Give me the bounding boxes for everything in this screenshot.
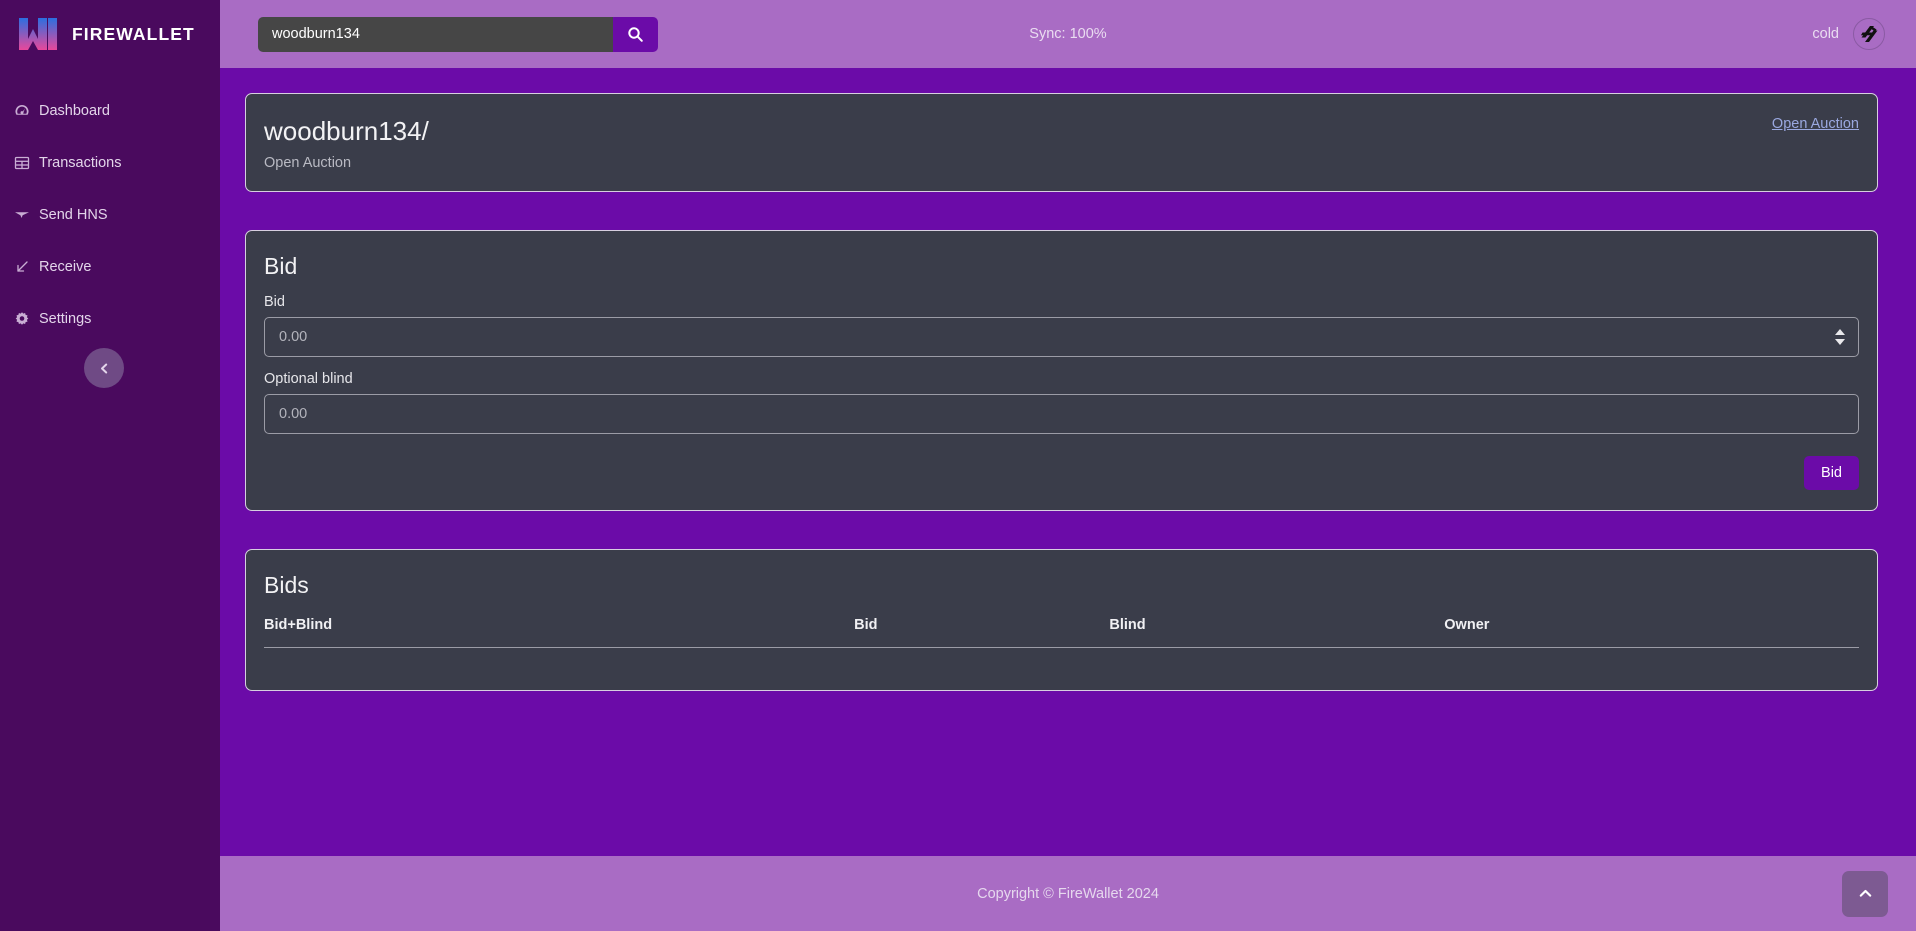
scroll-to-top-button[interactable]: [1842, 870, 1888, 917]
footer: Copyright © FireWallet 2024: [220, 856, 1916, 931]
domain-state: Open Auction: [264, 155, 352, 172]
bid-input[interactable]: [264, 317, 1859, 358]
gauge-icon: [13, 102, 30, 119]
bids-table-head: Bid+Blind Bid Blind Owner: [264, 613, 1859, 649]
sidebar-item-label: Send HNS: [39, 206, 108, 223]
chevron-left-icon: [98, 362, 111, 375]
blind-input[interactable]: [264, 394, 1859, 435]
spinner-up-icon[interactable]: [1835, 329, 1845, 336]
handshake-logo-icon: [1851, 17, 1886, 52]
column-bid-plus-blind: Bid+Blind: [264, 613, 855, 649]
wallet-name: cold: [1812, 26, 1839, 42]
search-icon: [627, 26, 644, 43]
search-input[interactable]: [258, 16, 613, 52]
w-logo-icon: [18, 17, 58, 51]
brand[interactable]: FIREWALLET: [0, 0, 220, 68]
sidebar-item-transactions[interactable]: Transactions: [0, 146, 220, 179]
content-column: Sync: 100% cold: [220, 0, 1916, 931]
open-auction-link[interactable]: Open Auction: [1771, 116, 1859, 132]
table-icon: [13, 154, 30, 171]
bid-field-wrap: [264, 317, 1859, 358]
blind-field-label: Optional blind: [264, 371, 353, 388]
paper-plane-icon: [13, 206, 30, 223]
bids-card-title: Bids: [264, 572, 309, 599]
bid-number-stepper[interactable]: [1833, 329, 1847, 346]
sidebar-item-label: Dashboard: [39, 102, 110, 119]
sidebar-item-send-hns[interactable]: Send HNS: [0, 198, 220, 231]
wallet-info[interactable]: cold: [1812, 17, 1886, 52]
bids-table-body: [264, 648, 1859, 670]
table-empty-row: [264, 648, 1859, 670]
brand-name: FIREWALLET: [72, 23, 195, 44]
sync-status: Sync: 100%: [1029, 26, 1107, 42]
gear-icon: [13, 310, 30, 327]
sidebar: FIREWALLET Dashboard: [0, 0, 220, 931]
bids-table-header-row: Bid+Blind Bid Blind Owner: [264, 613, 1859, 649]
bids-card: Bids Bid+Blind Bid Blind Owner: [245, 549, 1878, 691]
domain-card: woodburn134/ Open Auction Open Auction: [245, 93, 1878, 193]
search-bar: [258, 16, 658, 52]
domain-card-header: woodburn134/ Open Auction Open Auction: [264, 116, 1859, 171]
page-title: woodburn134/: [264, 116, 429, 146]
sidebar-item-label: Settings: [39, 310, 92, 327]
sidebar-item-receive[interactable]: Receive: [0, 250, 220, 283]
domain-info: woodburn134/ Open Auction: [264, 116, 429, 171]
bid-card: Bid Bid Optional blind Bid: [245, 230, 1878, 512]
bid-form-actions: Bid: [264, 456, 1859, 491]
chevron-up-icon: [1857, 885, 1874, 902]
sidebar-nav: Dashboard Transactions: [0, 94, 220, 335]
sidebar-item-label: Receive: [39, 258, 92, 275]
main-content: woodburn134/ Open Auction Open Auction B…: [220, 68, 1916, 856]
topbar: Sync: 100% cold: [220, 0, 1916, 68]
sidebar-item-settings[interactable]: Settings: [0, 302, 220, 335]
bid-field-label: Bid: [264, 294, 285, 311]
spinner-down-icon[interactable]: [1835, 339, 1845, 346]
sidebar-item-label: Transactions: [39, 154, 122, 171]
column-bid: Bid: [854, 613, 1110, 649]
sidebar-item-dashboard[interactable]: Dashboard: [0, 94, 220, 127]
bids-table: Bid+Blind Bid Blind Owner: [264, 613, 1859, 670]
arrow-down-left-icon: [13, 258, 30, 275]
sidebar-collapse-button[interactable]: [84, 348, 124, 388]
blind-field-wrap: [264, 394, 1859, 435]
column-blind: Blind: [1109, 613, 1445, 649]
column-owner: Owner: [1444, 613, 1859, 649]
search-button[interactable]: [613, 16, 658, 52]
bid-submit-button[interactable]: Bid: [1804, 456, 1859, 491]
copyright-text: Copyright © FireWallet 2024: [977, 885, 1159, 902]
bid-card-title: Bid: [264, 253, 298, 280]
